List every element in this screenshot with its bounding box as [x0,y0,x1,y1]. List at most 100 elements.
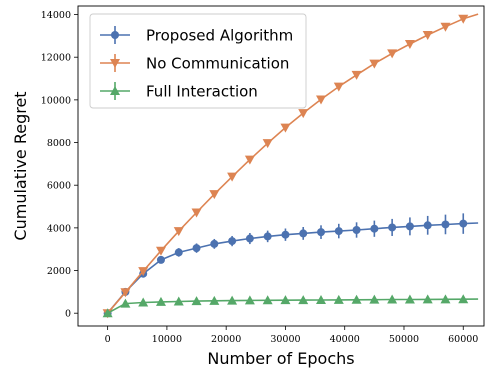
legend-entry-2: Full Interaction [100,82,258,101]
data-point-0-14 [352,226,361,234]
legend-label-2: Full Interaction [146,83,258,101]
series-line-0 [106,222,479,314]
series-line-2 [107,298,479,314]
y-tick-label-5: 10000 [41,95,71,106]
y-tick-label-7: 14000 [41,10,71,21]
y-tick-label-1: 2000 [47,266,71,277]
data-point-1-17 [404,39,415,49]
data-point-1-1 [120,288,131,298]
legend-box [89,13,307,109]
data-point-1-9 [262,139,273,149]
data-point-2-4 [173,296,184,306]
data-point-1-11 [298,109,309,119]
data-point-1-12 [316,95,327,105]
data-point-1-14 [351,70,362,80]
data-point-0-16 [388,223,397,232]
x-tick-label-3: 30000 [270,334,300,345]
data-point-2-7 [227,295,238,305]
data-point-2-1 [120,298,131,308]
data-point-0-12 [317,228,326,237]
legend-marker-0 [100,26,130,44]
data-point-2-16 [387,294,398,304]
data-point-2-20 [458,294,469,304]
legend: Proposed Algorithm No Communication Full… [89,13,307,109]
data-point-2-5 [191,296,202,306]
data-point-2-15 [369,294,380,304]
data-point-0-15 [370,224,379,233]
data-point-2-3 [155,296,166,306]
data-point-2-14 [351,294,362,304]
data-point-0-9 [263,232,272,241]
x-tick-label-2: 20000 [211,334,241,345]
series-2 [102,294,479,318]
data-point-0-20 [459,219,468,228]
data-point-1-10 [280,123,291,133]
data-point-0-4 [174,248,183,257]
data-point-0-18 [423,221,432,230]
data-point-2-10 [280,295,291,305]
data-point-1-15 [369,59,380,69]
data-point-0-3 [156,255,165,264]
data-point-1-5 [191,208,202,218]
y-axis: 0 2000 4000 6000 8000 10000 12000 14000 [41,10,78,320]
data-point-1-7 [227,172,238,182]
series-layer [102,13,479,319]
y-tick-label-3: 6000 [47,181,71,192]
data-point-0-13 [334,227,343,236]
data-point-2-17 [404,294,415,304]
data-point-0-7 [228,237,237,246]
plot-frame [77,5,485,327]
legend-symbol-1 [110,59,120,68]
y-axis-title: Cumulative Regret [11,91,30,240]
x-axis-title: Number of Epochs [207,349,354,368]
data-point-1-16 [387,49,398,59]
data-point-1-8 [244,155,255,165]
data-point-0-6 [210,239,219,248]
legend-marker-1 [100,54,130,72]
legend-entry-0: Proposed Algorithm [100,26,293,45]
data-point-2-13 [333,294,344,304]
y-tick-label-0: 0 [65,309,71,320]
data-point-1-6 [209,190,220,200]
data-point-2-6 [209,295,220,305]
data-point-0-19 [441,220,450,229]
data-point-1-2 [138,267,149,277]
data-point-0-17 [405,222,414,231]
data-point-0-8 [245,234,254,243]
x-tick-label-4: 40000 [330,334,360,345]
data-point-1-3 [155,246,166,256]
data-point-1-19 [440,22,451,32]
x-tick-label-0: 0 [105,334,111,345]
series-0 [103,213,479,318]
data-point-0-5 [192,244,201,253]
legend-symbol-2 [110,86,120,95]
data-point-2-2 [138,297,149,307]
legend-label-1: No Communication [146,55,289,73]
data-point-2-0 [102,308,113,318]
data-point-0-11 [299,229,308,238]
y-tick-label-2: 4000 [47,223,71,234]
data-point-1-4 [173,227,184,237]
data-point-2-19 [440,294,451,304]
data-point-2-18 [422,294,433,304]
series-line-1 [106,13,479,314]
legend-symbol-0 [111,31,119,39]
x-tick-label-5: 50000 [389,334,419,345]
x-tick-label-1: 10000 [152,334,182,345]
y-tick-label-4: 8000 [47,138,71,149]
y-tick-label-6: 12000 [41,53,71,64]
data-point-2-11 [298,295,309,305]
x-axis: 0 10000 20000 30000 40000 50000 60000 [105,326,478,345]
data-point-1-20 [458,14,469,24]
data-point-2-9 [262,295,273,305]
legend-label-0: Proposed Algorithm [146,27,293,45]
data-point-0-10 [281,230,290,239]
x-tick-label-6: 60000 [448,334,478,345]
data-point-2-8 [244,295,255,305]
data-point-2-12 [316,294,327,304]
legend-marker-2 [100,82,130,100]
series-1 [102,13,479,319]
data-point-1-18 [422,31,433,41]
legend-entry-1: No Communication [100,54,289,73]
